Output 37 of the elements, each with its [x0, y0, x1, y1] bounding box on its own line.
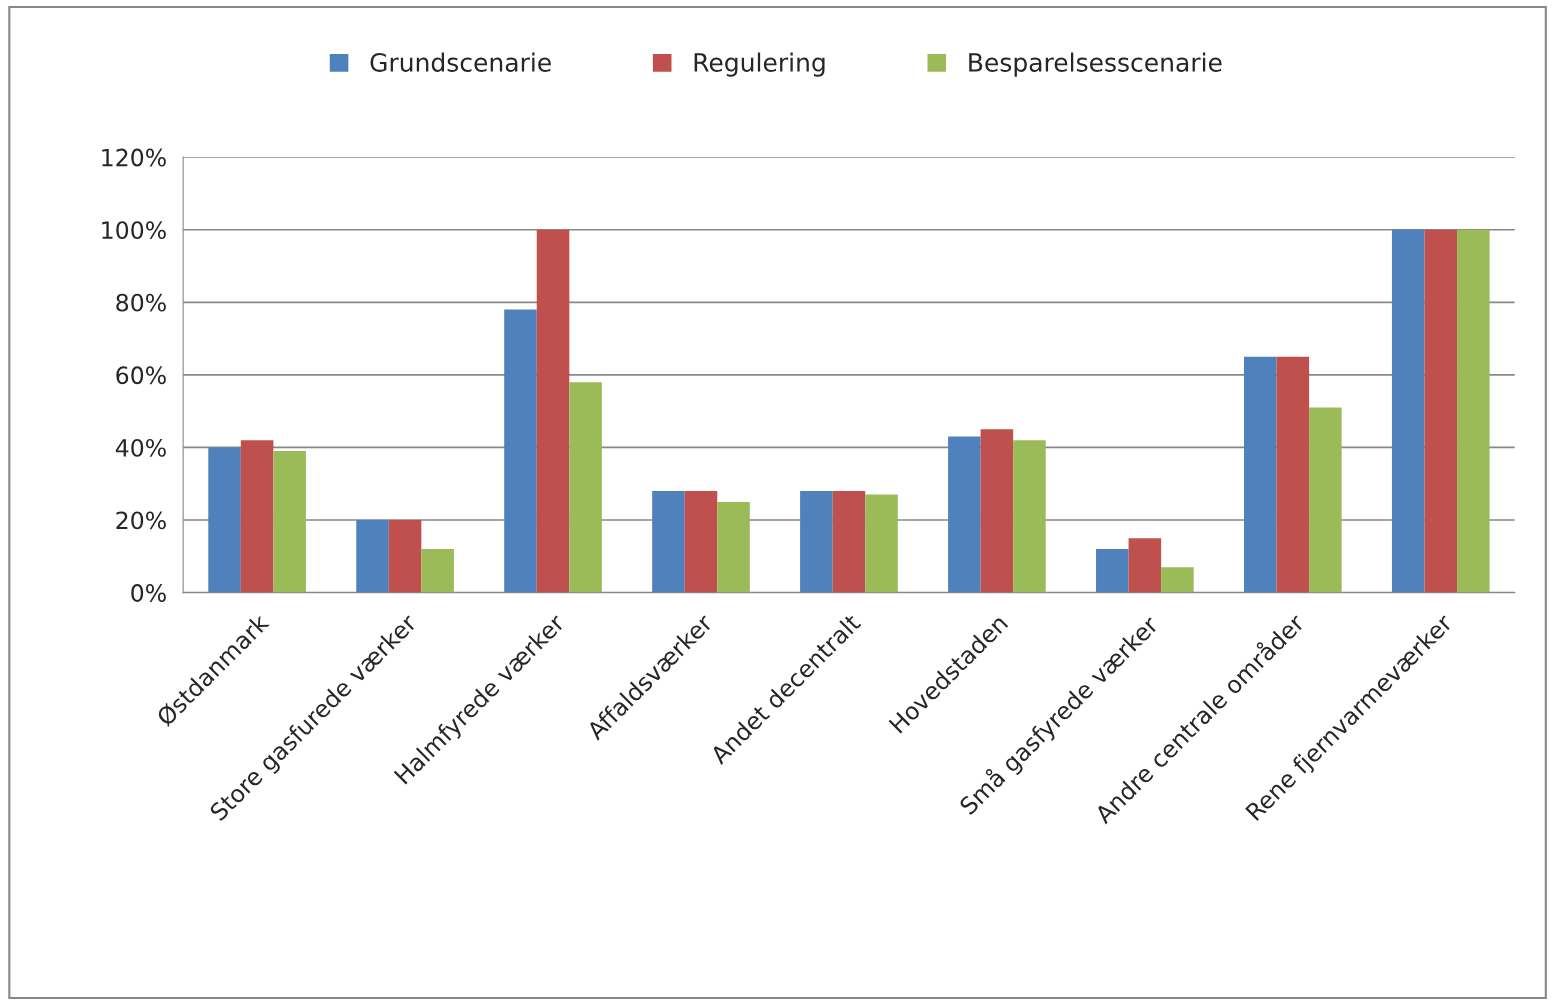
bar [388, 520, 422, 593]
bar [208, 447, 241, 593]
bar [1013, 440, 1046, 593]
bar [652, 490, 685, 593]
y-tick-label: 40% [115, 438, 166, 457]
bar [1161, 567, 1194, 593]
bar [421, 549, 454, 593]
bar [569, 382, 602, 593]
bar [1243, 356, 1277, 593]
legend-label: Besparelsesscenarie [969, 52, 1222, 77]
bar [1309, 407, 1342, 593]
bar [832, 490, 866, 593]
bar [684, 490, 718, 593]
y-tick-label: 0% [131, 584, 166, 602]
y-tick-label: 60% [116, 366, 166, 385]
bar [1424, 229, 1458, 593]
bar [1128, 538, 1162, 593]
bar [1276, 356, 1310, 593]
bar [1391, 229, 1425, 593]
bar [948, 436, 981, 593]
y-tick-label: 20% [116, 511, 166, 530]
bar [273, 451, 306, 593]
y-tick-label: 120% [102, 148, 166, 167]
bar [504, 309, 537, 593]
legend-label: Regulering [694, 52, 825, 77]
bar [1457, 229, 1490, 593]
y-tick-label: 100% [102, 221, 166, 240]
legend-label: Grundscenarie [370, 52, 551, 72]
bar [717, 501, 750, 593]
bar [536, 229, 570, 593]
bar [356, 520, 389, 593]
y-tick-label: 80% [116, 293, 166, 312]
bar [980, 429, 1014, 593]
bar [865, 494, 898, 593]
bar [1096, 549, 1129, 593]
bar [240, 440, 274, 593]
bar [800, 490, 833, 593]
